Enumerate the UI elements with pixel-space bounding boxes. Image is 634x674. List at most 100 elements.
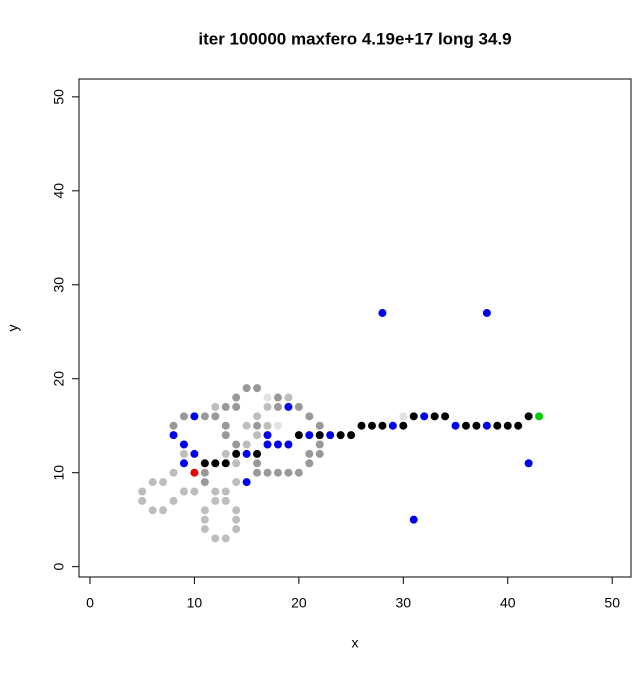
point (273, 440, 282, 449)
point (253, 449, 262, 458)
point (242, 421, 251, 430)
point (169, 496, 178, 505)
point (138, 487, 147, 496)
y-tick-label: 50 (51, 89, 67, 105)
point (221, 496, 230, 505)
x-tick-label: 10 (187, 595, 203, 611)
point (378, 308, 387, 317)
point (273, 468, 282, 477)
point (179, 459, 188, 468)
point (284, 468, 293, 477)
point (253, 384, 262, 393)
point (159, 506, 168, 515)
y-tick-label: 20 (51, 371, 67, 387)
point (315, 440, 324, 449)
point (200, 459, 209, 468)
y-tick-label: 40 (51, 183, 67, 199)
point (273, 393, 282, 402)
point (472, 421, 481, 430)
point (232, 449, 241, 458)
point (263, 431, 272, 440)
point (263, 393, 272, 402)
point (221, 421, 230, 430)
point (253, 431, 262, 440)
y-tick-label: 0 (51, 563, 67, 571)
y-tick-label: 10 (51, 465, 67, 481)
point (211, 412, 220, 421)
point (179, 412, 188, 421)
point (441, 412, 450, 421)
point (232, 506, 241, 515)
point (200, 525, 209, 534)
point (263, 402, 272, 411)
point (284, 440, 293, 449)
x-tick-label: 0 (86, 595, 94, 611)
point (514, 421, 523, 430)
point (378, 421, 387, 430)
plot-box (78, 78, 632, 578)
point (159, 478, 168, 487)
point (315, 421, 324, 430)
point (200, 506, 209, 515)
point (148, 506, 157, 515)
point (482, 308, 491, 317)
point (399, 421, 408, 430)
point (336, 431, 345, 440)
point (169, 421, 178, 430)
point (461, 421, 470, 430)
point (138, 496, 147, 505)
point (315, 449, 324, 458)
point (273, 421, 282, 430)
point (169, 431, 178, 440)
point (190, 487, 199, 496)
point (211, 496, 220, 505)
point (221, 431, 230, 440)
point (263, 421, 272, 430)
point (253, 459, 262, 468)
point (221, 459, 230, 468)
point (211, 534, 220, 543)
point (232, 478, 241, 487)
point (294, 402, 303, 411)
point (190, 412, 199, 421)
y-axis-label: y (5, 325, 21, 332)
x-axis-label: x (352, 635, 359, 651)
point (242, 384, 251, 393)
x-tick-label: 20 (291, 595, 307, 611)
point (263, 440, 272, 449)
point (200, 468, 209, 477)
point (347, 431, 356, 440)
point (242, 449, 251, 458)
point (420, 412, 429, 421)
point (179, 440, 188, 449)
point (253, 421, 262, 430)
point (294, 468, 303, 477)
point (242, 478, 251, 487)
point (221, 402, 230, 411)
point (200, 412, 209, 421)
x-tick-label: 30 (396, 595, 412, 611)
point (232, 402, 241, 411)
point (305, 412, 314, 421)
point (232, 440, 241, 449)
point (242, 440, 251, 449)
point (232, 459, 241, 468)
point (357, 421, 366, 430)
point (430, 412, 439, 421)
point (221, 487, 230, 496)
point (190, 449, 199, 458)
point (253, 412, 262, 421)
point (524, 459, 533, 468)
x-tick-label: 40 (500, 595, 516, 611)
point (232, 525, 241, 534)
chart-title: iter 100000 maxfero 4.19e+17 long 34.9 (198, 29, 511, 48)
point (200, 478, 209, 487)
point (148, 478, 157, 487)
point (284, 393, 293, 402)
point (305, 449, 314, 458)
point (200, 515, 209, 524)
point (451, 421, 460, 430)
point (284, 402, 293, 411)
point (232, 515, 241, 524)
